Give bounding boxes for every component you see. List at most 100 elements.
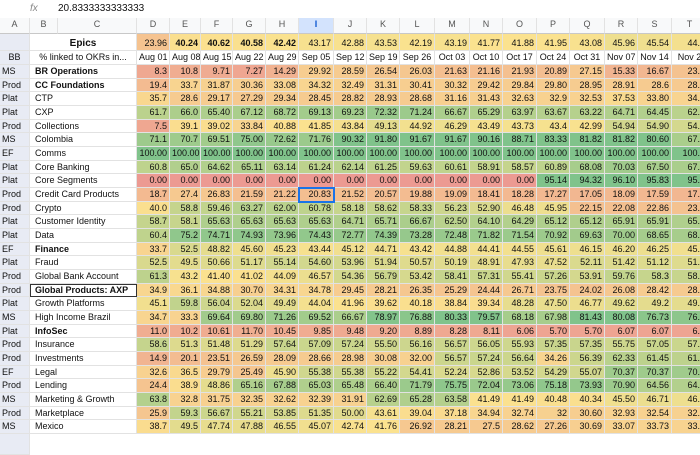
- value-cell[interactable]: 66.67: [334, 311, 367, 325]
- group-cell[interactable]: Prod: [0, 379, 30, 394]
- value-cell[interactable]: 67.50: [638, 160, 672, 175]
- value-cell[interactable]: 21.22: [266, 188, 299, 202]
- value-cell[interactable]: 31.87: [201, 78, 233, 93]
- group-cell[interactable]: Prod: [0, 338, 30, 353]
- value-cell[interactable]: 30.69: [570, 420, 605, 435]
- value-cell[interactable]: 32.54: [638, 406, 672, 421]
- group-cell[interactable]: Plat: [0, 160, 30, 175]
- value-cell[interactable]: 11.70: [233, 324, 266, 339]
- value-cell[interactable]: 32.62: [266, 393, 299, 407]
- value-cell[interactable]: 15.33: [605, 65, 638, 79]
- value-cell[interactable]: 28.1: [672, 78, 700, 93]
- value-cell[interactable]: 44.41: [470, 242, 503, 257]
- value-cell[interactable]: 59.3: [170, 406, 201, 421]
- epic-name[interactable]: Investments: [30, 352, 137, 366]
- value-cell[interactable]: 80.33: [435, 311, 470, 325]
- value-cell[interactable]: 52.90: [470, 201, 503, 216]
- value-cell[interactable]: 64.56: [638, 379, 672, 394]
- value-cell[interactable]: 28.68: [400, 92, 435, 106]
- value-cell[interactable]: 56.16: [400, 338, 435, 353]
- value-cell[interactable]: 34.94: [470, 406, 503, 421]
- value-cell[interactable]: 25.49: [233, 365, 266, 380]
- value-cell[interactable]: 46.71: [638, 393, 672, 407]
- value-cell[interactable]: 50.19: [435, 256, 470, 271]
- value-cell[interactable]: 30.60: [570, 406, 605, 421]
- value-cell[interactable]: 65.63: [201, 215, 233, 230]
- value-cell[interactable]: 51.35: [299, 406, 334, 421]
- value-cell[interactable]: 55.41: [503, 270, 537, 284]
- group-cell[interactable]: Prod: [0, 201, 30, 216]
- value-cell[interactable]: 46.57: [299, 270, 334, 284]
- value-cell[interactable]: 33.7: [137, 242, 170, 257]
- epic-name[interactable]: Customer Identity: [30, 215, 137, 230]
- value-cell[interactable]: 73.06: [503, 379, 537, 394]
- value-cell[interactable]: 66.67: [435, 106, 470, 120]
- value-cell[interactable]: 57.64: [266, 338, 299, 353]
- value-cell[interactable]: 29.17: [201, 92, 233, 106]
- value-cell[interactable]: 71.76: [299, 133, 334, 147]
- value-cell[interactable]: 49.62: [605, 297, 638, 312]
- value-cell[interactable]: 49.49: [266, 297, 299, 312]
- value-cell[interactable]: 6.07: [638, 324, 672, 339]
- value-cell[interactable]: 50.57: [400, 256, 435, 271]
- value-cell[interactable]: 75.2: [170, 229, 201, 243]
- value-cell[interactable]: 17.59: [638, 188, 672, 202]
- value-cell[interactable]: 81.82: [605, 133, 638, 147]
- value-cell[interactable]: 72.62: [266, 133, 299, 147]
- epic-name[interactable]: Fraud: [30, 256, 137, 271]
- value-cell[interactable]: 49.2: [638, 297, 672, 312]
- value-cell[interactable]: 74.39: [367, 229, 400, 243]
- epic-name[interactable]: Global Products: AXP: [30, 283, 137, 298]
- value-cell[interactable]: 20.1: [170, 352, 201, 366]
- value-cell[interactable]: 9.85: [299, 324, 334, 339]
- value-cell[interactable]: 65.40: [201, 106, 233, 120]
- value-cell[interactable]: 83.33: [537, 133, 570, 147]
- epic-name[interactable]: Comms: [30, 147, 137, 161]
- value-cell[interactable]: 46.25: [638, 242, 672, 257]
- value-cell[interactable]: 30.41: [400, 78, 435, 93]
- value-cell[interactable]: 23.1: [672, 201, 700, 216]
- value-cell[interactable]: 26.92: [400, 420, 435, 435]
- value-cell[interactable]: 80.08: [605, 311, 638, 325]
- value-cell[interactable]: 58.18: [334, 201, 367, 216]
- group-cell[interactable]: MS: [0, 65, 30, 79]
- value-cell[interactable]: 56.23: [435, 201, 470, 216]
- value-cell[interactable]: 66.67: [400, 215, 435, 230]
- value-cell[interactable]: 0.00: [137, 174, 170, 189]
- value-cell[interactable]: 53.85: [266, 406, 299, 421]
- value-cell[interactable]: 8.11: [470, 324, 503, 339]
- value-cell[interactable]: 44.92: [400, 119, 435, 134]
- value-cell[interactable]: 69.63: [570, 229, 605, 243]
- group-cell[interactable]: EF: [0, 365, 30, 380]
- value-cell[interactable]: 33.84: [233, 119, 266, 134]
- value-cell[interactable]: 73.28: [400, 229, 435, 243]
- value-cell[interactable]: 28.21: [435, 420, 470, 435]
- value-cell[interactable]: 33.3: [170, 311, 201, 325]
- value-cell[interactable]: 51.48: [201, 338, 233, 353]
- value-cell[interactable]: 68.18: [503, 311, 537, 325]
- column-header[interactable]: I: [299, 18, 334, 34]
- value-cell[interactable]: 46.1: [672, 393, 700, 407]
- column-header[interactable]: B: [30, 18, 58, 34]
- value-cell[interactable]: 26.71: [503, 283, 537, 298]
- value-cell[interactable]: 26.54: [367, 65, 400, 79]
- value-cell[interactable]: 32.63: [503, 92, 537, 106]
- value-cell[interactable]: 55.38: [299, 365, 334, 380]
- column-header[interactable]: P: [537, 18, 570, 34]
- group-cell[interactable]: Plat: [0, 256, 30, 271]
- value-cell[interactable]: 72.48: [435, 229, 470, 243]
- value-cell[interactable]: 34.26: [537, 352, 570, 366]
- value-cell[interactable]: 43.44: [299, 242, 334, 257]
- value-cell[interactable]: 100.00: [537, 147, 570, 161]
- value-cell[interactable]: 43.4: [537, 119, 570, 134]
- epic-name[interactable]: Crypto: [30, 201, 137, 216]
- value-cell[interactable]: 32: [537, 406, 570, 421]
- value-cell[interactable]: 53.52: [503, 365, 537, 380]
- value-cell[interactable]: 20.89: [537, 65, 570, 79]
- value-cell[interactable]: 29.80: [537, 78, 570, 93]
- value-cell[interactable]: 28.66: [299, 352, 334, 366]
- group-cell[interactable]: EF: [0, 147, 30, 161]
- value-cell[interactable]: 5.70: [537, 324, 570, 339]
- value-cell[interactable]: 59.76: [605, 270, 638, 284]
- value-cell[interactable]: 32.1: [672, 406, 700, 421]
